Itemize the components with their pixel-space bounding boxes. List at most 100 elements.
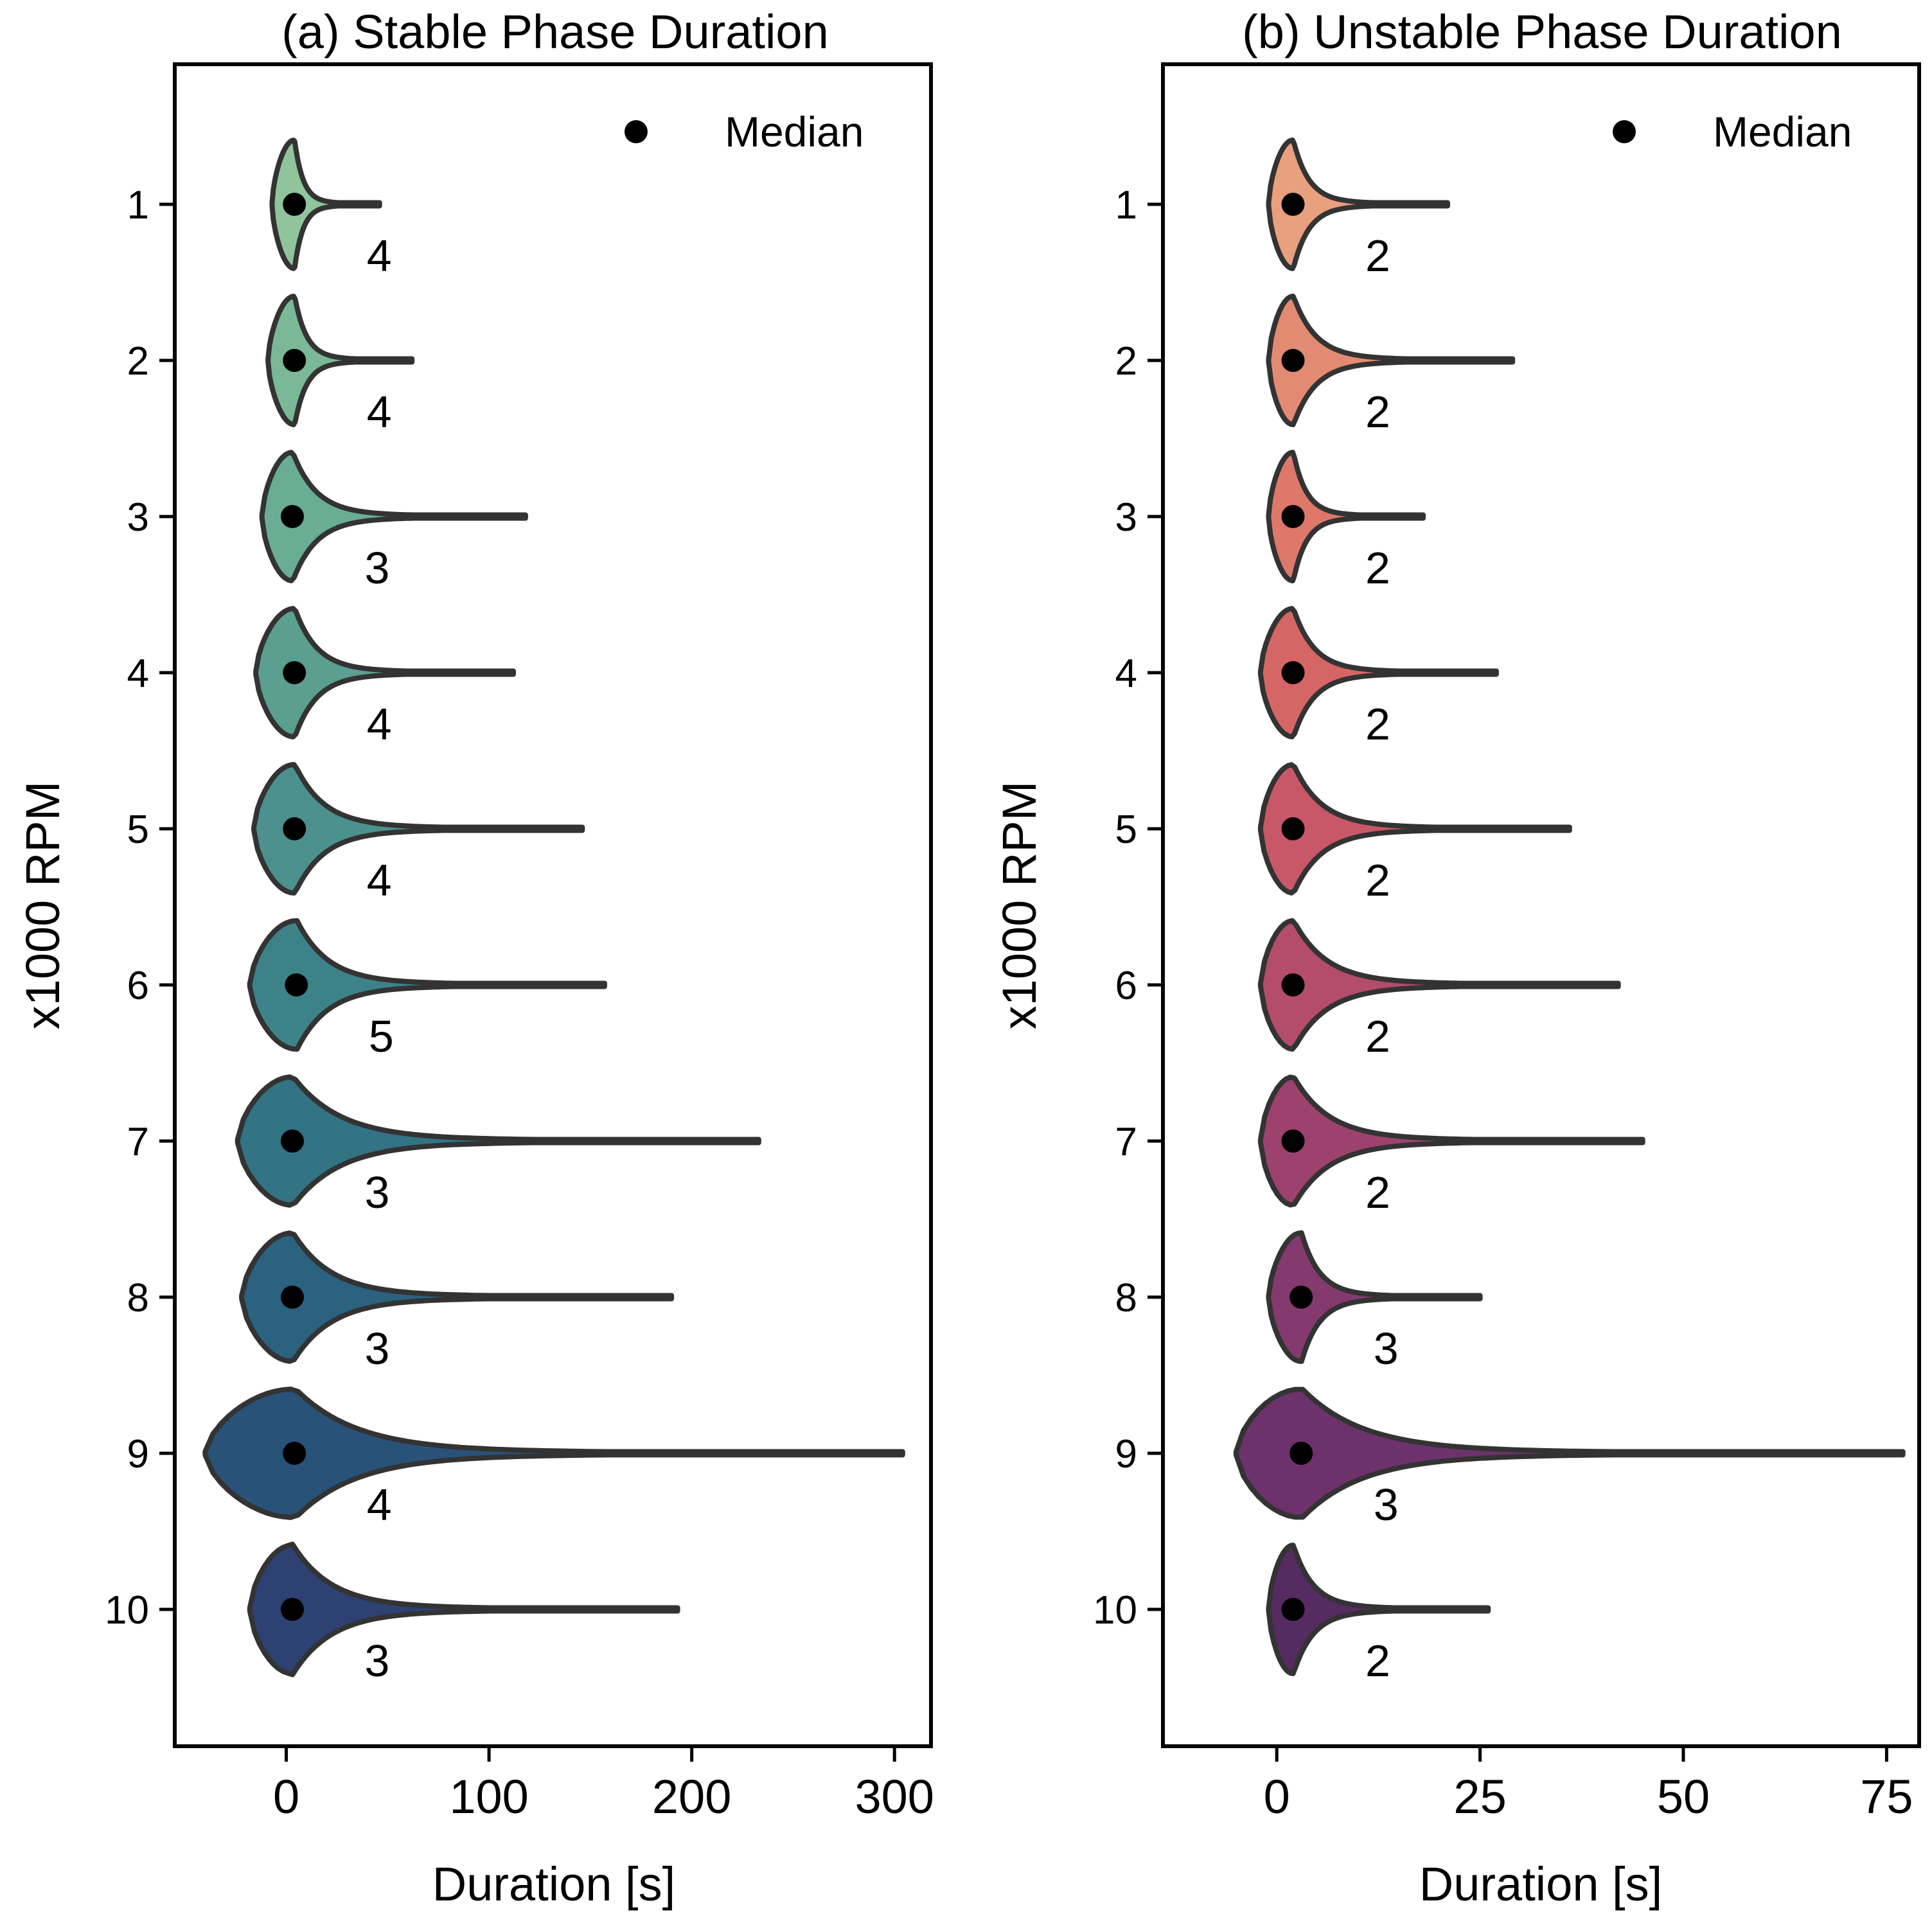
median-value-label: 4 <box>367 855 392 905</box>
y-tick-label: 4 <box>1115 651 1137 696</box>
violin-stable-rpm-2 <box>265 294 415 427</box>
y-tick-label: 2 <box>127 339 149 384</box>
violin-unstable-rpm-8 <box>1266 1230 1483 1364</box>
violin-stable-rpm-9 <box>202 1386 905 1520</box>
median-value-label: 2 <box>1365 1167 1390 1217</box>
violin-stable-rpm-1 <box>269 137 382 271</box>
median-marker <box>285 973 308 996</box>
median-marker <box>1281 349 1305 372</box>
y-tick-label: 8 <box>1115 1276 1137 1320</box>
median-value-label: 2 <box>1365 855 1390 905</box>
y-axis-label: x1000 RPM <box>16 781 69 1030</box>
median-value-label: 3 <box>1374 1323 1399 1374</box>
y-tick-label: 7 <box>1115 1120 1137 1164</box>
median-value-label: 2 <box>1365 231 1390 281</box>
violin-unstable-rpm-4 <box>1257 606 1499 739</box>
median-value-label: 4 <box>367 699 392 749</box>
y-tick-label: 5 <box>1115 808 1137 852</box>
violin-stable-rpm-3 <box>259 450 528 583</box>
violin-unstable-rpm-1 <box>1266 137 1450 271</box>
median-value-label: 2 <box>1365 543 1390 593</box>
violin-unstable-rpm-3 <box>1266 450 1426 583</box>
panel-stable-xticks: 0 100 200 300 <box>273 1746 934 1823</box>
violin-unstable-rpm-2 <box>1266 294 1516 427</box>
y-tick-label: 8 <box>127 1276 149 1320</box>
y-tick-label: 3 <box>127 495 149 540</box>
median-marker <box>1281 661 1305 684</box>
violin-unstable-rpm-6 <box>1257 918 1621 1052</box>
median-value-label: 4 <box>367 1480 392 1530</box>
y-axis-label: x1000 RPM <box>993 781 1046 1030</box>
panel-stable-violins: 4 4 3 4 4 5 3 3 4 3 <box>202 137 905 1686</box>
violin-stable-rpm-4 <box>253 606 516 739</box>
median-value-label: 3 <box>365 1323 390 1374</box>
median-value-label: 2 <box>1365 387 1390 437</box>
legend-marker-icon <box>625 120 648 143</box>
legend-label: Median <box>1713 108 1852 155</box>
median-value-label: 3 <box>365 1636 390 1686</box>
violin-unstable-rpm-9 <box>1233 1386 1906 1520</box>
median-marker <box>281 1598 304 1621</box>
violin-unstable-rpm-10 <box>1266 1543 1491 1676</box>
median-marker <box>283 817 306 840</box>
median-marker <box>1281 973 1305 996</box>
panel-unstable-yticks: 1 2 3 4 5 6 7 8 9 10 <box>1093 183 1163 1633</box>
violin-stable-rpm-6 <box>247 918 607 1052</box>
x-tick-label: 0 <box>1264 1770 1290 1823</box>
panel-unstable-violins: 2 2 2 2 2 2 2 3 3 2 <box>1233 137 1906 1686</box>
violin-stable-rpm-5 <box>251 762 585 896</box>
median-value-label: 5 <box>369 1011 394 1061</box>
violin-stable-rpm-10 <box>247 1541 680 1678</box>
x-axis-label: Duration [s] <box>432 1857 675 1911</box>
violin-unstable-rpm-5 <box>1257 762 1572 896</box>
median-marker <box>1289 1286 1313 1309</box>
median-value-label: 3 <box>1374 1480 1399 1530</box>
legend-label: Median <box>725 108 864 155</box>
y-tick-label: 3 <box>1115 495 1137 540</box>
median-value-label: 2 <box>1365 1636 1390 1686</box>
panel-unstable: (b) Unstable Phase Duration 2 2 2 2 2 2 2 3 3 2 0… <box>993 5 1921 1911</box>
y-tick-label: 7 <box>127 1120 149 1164</box>
x-tick-label: 100 <box>449 1770 528 1823</box>
violin-unstable-rpm-7 <box>1257 1074 1645 1208</box>
panel-unstable-xticks: 0 25 50 75 <box>1264 1746 1913 1823</box>
median-marker <box>1281 505 1305 528</box>
panel-unstable-legend: Median <box>1613 108 1852 155</box>
y-tick-label: 6 <box>127 964 149 1008</box>
violin-stable-rpm-8 <box>239 1230 675 1364</box>
median-value-label: 2 <box>1365 699 1390 749</box>
median-marker <box>283 1442 306 1465</box>
median-marker <box>283 193 306 216</box>
legend-marker-icon <box>1613 120 1636 143</box>
panel-stable-frame <box>173 62 933 1748</box>
x-tick-label: 25 <box>1453 1770 1506 1823</box>
y-tick-label: 2 <box>1115 339 1137 384</box>
median-marker <box>1281 817 1305 840</box>
median-value-label: 3 <box>365 1167 390 1217</box>
median-marker <box>1281 1129 1305 1153</box>
x-axis-label: Duration [s] <box>1419 1857 1662 1911</box>
median-value-label: 4 <box>367 387 392 437</box>
panel-unstable-title: (b) Unstable Phase Duration <box>1242 5 1842 58</box>
median-marker <box>281 1286 304 1309</box>
median-marker <box>283 661 306 684</box>
y-tick-label: 10 <box>1093 1588 1137 1633</box>
y-tick-label: 5 <box>127 808 149 852</box>
y-tick-label: 9 <box>127 1432 149 1476</box>
median-value-label: 2 <box>1365 1011 1390 1061</box>
y-tick-label: 4 <box>127 651 149 696</box>
median-marker <box>283 349 306 372</box>
median-marker <box>1281 1598 1305 1621</box>
panel-stable-yticks: 1 2 3 4 5 6 7 8 9 10 <box>105 183 175 1633</box>
median-value-label: 3 <box>365 543 390 593</box>
median-marker <box>281 505 304 528</box>
panel-stable-legend: Median <box>625 108 864 155</box>
x-tick-label: 300 <box>855 1770 934 1823</box>
x-tick-label: 200 <box>652 1770 731 1823</box>
median-value-label: 4 <box>367 231 392 281</box>
y-tick-label: 9 <box>1115 1432 1137 1476</box>
x-tick-label: 0 <box>273 1770 299 1823</box>
y-tick-label: 10 <box>105 1588 149 1633</box>
